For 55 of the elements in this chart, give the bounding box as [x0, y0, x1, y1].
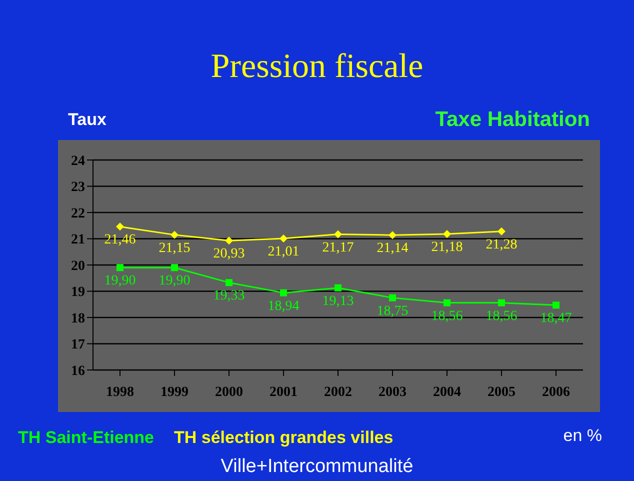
x-tick-label: 2000: [215, 384, 243, 400]
x-tick-label: 1998: [106, 384, 134, 400]
point: [334, 284, 342, 292]
y-axis-title: Taux: [68, 110, 106, 130]
y-tick-label: 16: [71, 364, 85, 379]
point: [225, 236, 233, 245]
y-tick-label: 17: [71, 338, 85, 353]
y-tick-label: 23: [71, 180, 85, 196]
data-label: 21,01: [268, 244, 300, 260]
point: [388, 231, 396, 240]
point: [389, 294, 396, 302]
text: TH Saint-Etienne: [18, 428, 154, 448]
point: [171, 264, 178, 272]
y-tick-label: 20: [71, 258, 85, 274]
x-tick-label: 2002: [324, 384, 352, 400]
data-label: 19,90: [158, 274, 190, 289]
text: Ville+Intercommunalité: [220, 456, 414, 478]
point: [116, 264, 124, 272]
point: [280, 234, 288, 242]
data-label: 21,17: [322, 240, 354, 256]
y-tick-label: 22: [71, 206, 85, 222]
data-label: 18,94: [268, 298, 300, 314]
point: [280, 289, 287, 296]
x-tick-label: 2003: [378, 384, 406, 400]
point: [552, 302, 560, 309]
point: [116, 222, 124, 231]
data-label: 19,13: [322, 294, 354, 309]
data-label: 20,93: [213, 246, 245, 262]
data-label: 21,18: [431, 240, 463, 256]
point: [498, 299, 505, 306]
y-tick-label: 24: [71, 154, 85, 169]
chart-title: Pression fiscale: [210, 48, 424, 86]
data-label: 19,33: [213, 288, 245, 304]
point: [443, 230, 451, 238]
point: [226, 279, 232, 286]
data-label: 21,15: [158, 240, 190, 256]
y-tick-label: 19: [71, 285, 85, 300]
chart-subtitle: Taxe Habitation: [435, 108, 590, 132]
text: TH sélection grandes villes: [174, 428, 394, 448]
data-label: 19,90: [104, 274, 136, 289]
point: [334, 230, 342, 238]
y-tick-label: 18: [71, 311, 85, 326]
data-label: 21,28: [486, 237, 518, 252]
x-tick-label: 2006: [542, 384, 570, 400]
point: [170, 230, 178, 239]
point: [444, 299, 450, 306]
x-tick-label: 2001: [270, 384, 298, 400]
y-tick-label: 21: [71, 232, 85, 248]
x-tick-label: 1999: [160, 384, 188, 400]
x-tick-label: 2005: [488, 384, 516, 400]
data-label: 18,75: [376, 304, 408, 319]
x-tick-label: 2004: [433, 384, 461, 400]
text: en %: [563, 426, 602, 446]
point: [498, 227, 506, 236]
data-label: 21,14: [376, 241, 408, 256]
